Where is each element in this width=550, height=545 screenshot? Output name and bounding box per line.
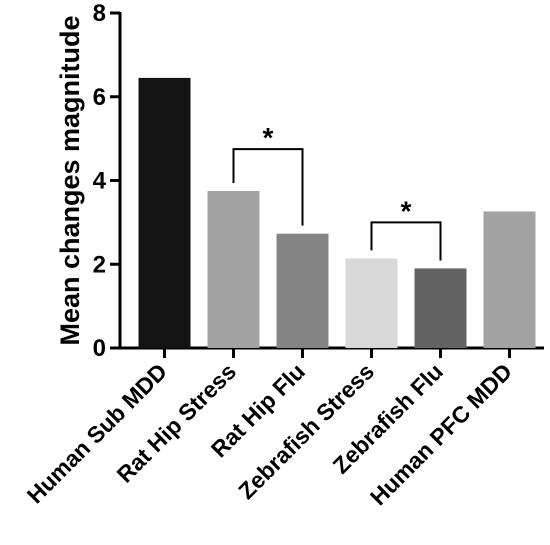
bar	[414, 268, 467, 348]
y-axis: 0 2 4 6 8	[93, 0, 122, 362]
significance-bracket	[232, 148, 304, 226]
y-tick-label: 4	[93, 168, 107, 195]
bar	[138, 77, 191, 348]
bar	[276, 233, 329, 348]
significance-annotations: **	[232, 122, 442, 261]
y-axis-label: Mean changes magnitude	[55, 15, 85, 345]
significance-bracket	[370, 221, 442, 261]
significance-star: *	[263, 122, 274, 153]
x-axis	[118, 346, 544, 358]
y-tick-label: 2	[93, 251, 106, 278]
bar	[483, 211, 536, 348]
bars-group	[138, 77, 536, 348]
y-tick-label: 8	[93, 0, 106, 27]
bar	[345, 258, 398, 348]
category-label: Rat Hip Stress	[111, 358, 241, 488]
significance-star: *	[401, 195, 412, 226]
y-tick-label: 0	[93, 335, 106, 362]
bar	[207, 190, 260, 348]
y-tick-label: 6	[93, 84, 106, 111]
